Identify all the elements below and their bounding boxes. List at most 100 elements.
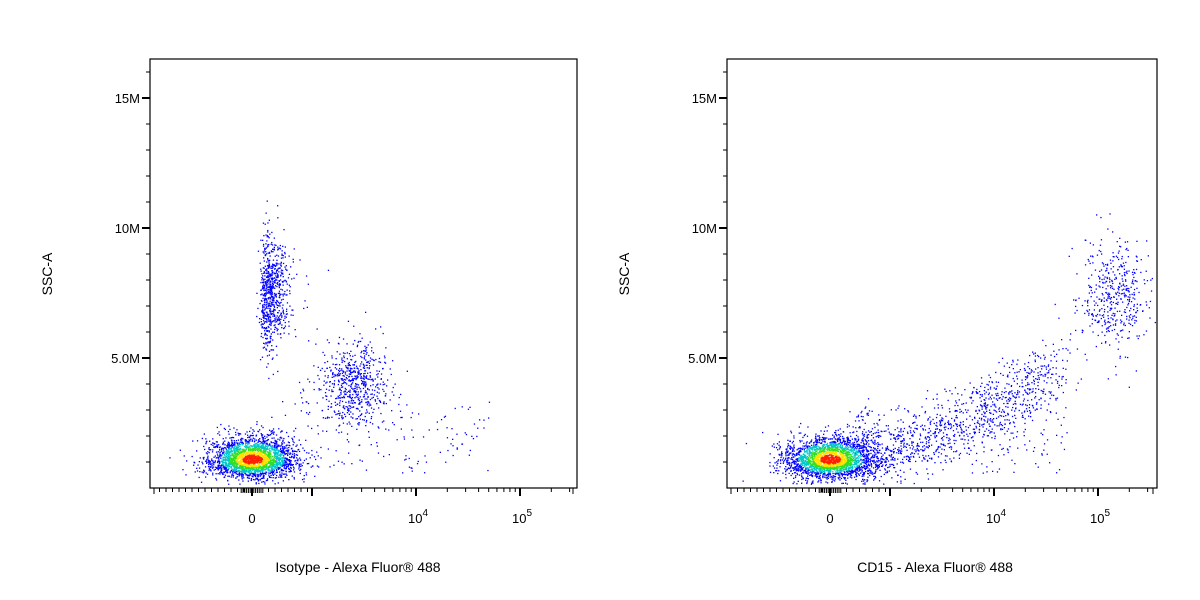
- data-point: [341, 396, 343, 399]
- data-point: [275, 262, 277, 264]
- data-point: [273, 304, 275, 306]
- data-point: [239, 447, 241, 450]
- data-point: [377, 387, 379, 389]
- data-point: [306, 401, 308, 403]
- data-point: [860, 472, 862, 474]
- data-point: [273, 460, 275, 462]
- data-point: [235, 477, 237, 479]
- data-point: [230, 450, 232, 452]
- data-point: [834, 480, 836, 482]
- data-point: [233, 470, 235, 472]
- data-point: [871, 449, 873, 451]
- data-point: [269, 450, 271, 452]
- data-point: [363, 376, 365, 378]
- data-point: [242, 462, 244, 464]
- data-point: [822, 472, 825, 475]
- data-point: [374, 399, 376, 401]
- data-point: [818, 477, 820, 479]
- data-point: [256, 459, 259, 461]
- data-point: [272, 278, 274, 280]
- data-point: [246, 476, 249, 479]
- data-point: [858, 444, 860, 446]
- data-point: [260, 324, 262, 326]
- data-point: [273, 465, 275, 467]
- data-point: [351, 382, 354, 384]
- data-point: [265, 288, 268, 290]
- data-point: [241, 470, 244, 472]
- data-point: [253, 455, 255, 457]
- data-point: [796, 465, 798, 467]
- data-point: [798, 474, 801, 476]
- data-point: [263, 252, 265, 254]
- data-point: [268, 263, 270, 265]
- data-point: [384, 362, 387, 364]
- data-point: [239, 463, 241, 465]
- data-point: [243, 468, 245, 470]
- data-point: [220, 461, 222, 463]
- data-point: [269, 466, 271, 468]
- data-point: [262, 239, 264, 241]
- data-point: [271, 299, 273, 301]
- data-point: [469, 406, 471, 408]
- data-point: [277, 281, 279, 284]
- data-point: [838, 438, 840, 441]
- data-point: [275, 296, 277, 298]
- data-point: [362, 387, 365, 390]
- data-point: [179, 449, 181, 451]
- data-point: [274, 463, 276, 465]
- data-point: [246, 458, 249, 461]
- data-point: [230, 466, 233, 468]
- data-point: [229, 471, 231, 473]
- data-point: [247, 455, 249, 457]
- data-point: [278, 450, 280, 453]
- data-point: [279, 455, 281, 457]
- data-point: [371, 358, 373, 360]
- data-point: [269, 304, 271, 306]
- data-point: [235, 440, 238, 442]
- data-point: [259, 459, 261, 461]
- data-point: [271, 471, 274, 473]
- data-point: [277, 248, 279, 250]
- data-point: [284, 325, 287, 327]
- data-point: [227, 467, 230, 470]
- data-point: [254, 461, 257, 464]
- data-point: [777, 472, 779, 475]
- data-point: [326, 395, 328, 397]
- data-point: [290, 470, 292, 472]
- data-point: [266, 345, 269, 347]
- data-point: [277, 205, 279, 207]
- data-point: [327, 376, 329, 379]
- data-point: [815, 436, 817, 438]
- data-point: [240, 456, 242, 458]
- data-point: [288, 325, 290, 327]
- data-point: [344, 387, 346, 390]
- data-point: [277, 255, 280, 257]
- data-point: [341, 386, 343, 388]
- data-point: [237, 464, 239, 466]
- data-point: [223, 453, 225, 455]
- data-point: [369, 365, 371, 367]
- data-point: [274, 439, 276, 442]
- data-point: [283, 446, 285, 448]
- data-point: [224, 463, 227, 465]
- data-point: [293, 456, 296, 458]
- data-point: [249, 472, 251, 475]
- data-point: [262, 307, 264, 309]
- data-point: [316, 465, 319, 467]
- data-point: [264, 309, 266, 311]
- data-point: [260, 451, 262, 453]
- data-point: [278, 286, 280, 289]
- data-point: [281, 289, 284, 291]
- data-point: [346, 412, 349, 414]
- data-point: [300, 468, 302, 470]
- data-point: [228, 459, 230, 462]
- data-point: [208, 460, 210, 462]
- data-point: [858, 448, 860, 450]
- data-point: [271, 285, 274, 287]
- data-point: [398, 403, 400, 406]
- data-point: [239, 483, 241, 485]
- data-point: [264, 435, 266, 437]
- data-point: [777, 462, 779, 465]
- data-point: [233, 456, 235, 458]
- data-point: [281, 451, 283, 453]
